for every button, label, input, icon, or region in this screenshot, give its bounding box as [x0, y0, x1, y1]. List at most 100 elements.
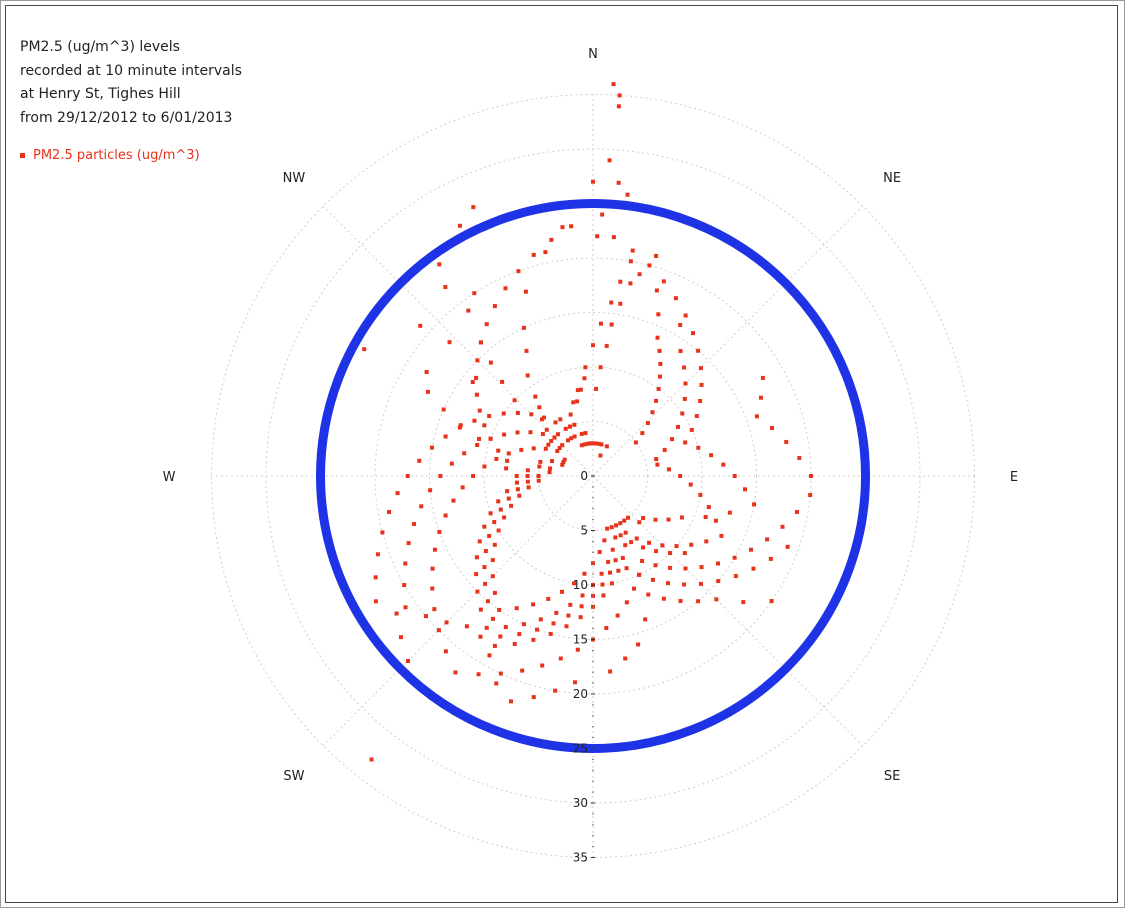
- data-point: [608, 669, 613, 674]
- data-point: [538, 459, 543, 464]
- data-point: [451, 498, 456, 503]
- data-point: [546, 596, 551, 601]
- radial-tick-label: 30: [573, 796, 588, 810]
- legend: PM2.5 particles (ug/m^3): [20, 148, 200, 163]
- data-point: [496, 448, 501, 453]
- data-point: [543, 446, 548, 451]
- data-point: [482, 464, 487, 469]
- data-point: [628, 259, 633, 264]
- data-point: [618, 301, 623, 306]
- radial-tick-label: 25: [573, 742, 588, 756]
- data-point: [492, 520, 497, 525]
- data-point: [498, 507, 503, 512]
- direction-label-se: SE: [884, 769, 900, 784]
- data-point: [531, 602, 536, 607]
- data-point: [634, 536, 639, 541]
- data-point: [733, 574, 738, 579]
- data-point: [646, 592, 651, 597]
- data-point: [609, 322, 614, 327]
- data-point: [609, 581, 614, 586]
- data-point: [424, 370, 429, 375]
- data-point: [653, 517, 658, 522]
- data-point: [561, 460, 566, 465]
- data-point: [516, 269, 521, 274]
- data-point: [488, 436, 493, 441]
- data-point: [478, 634, 483, 639]
- data-point: [494, 681, 499, 686]
- data-point: [457, 223, 462, 228]
- data-point: [647, 263, 652, 268]
- data-point: [655, 335, 660, 340]
- data-point: [636, 642, 641, 647]
- data-point: [703, 515, 708, 520]
- data-point: [682, 365, 687, 370]
- data-point: [458, 423, 463, 428]
- radial-tick-label: 35: [573, 851, 588, 865]
- data-point: [506, 496, 511, 501]
- data-point: [547, 470, 552, 475]
- data-point: [406, 541, 411, 546]
- data-point: [535, 627, 540, 632]
- data-point: [617, 93, 622, 98]
- data-point: [661, 596, 666, 601]
- radial-tick-label: 0: [580, 469, 588, 483]
- data-point: [668, 551, 673, 556]
- data-point: [655, 462, 660, 467]
- data-point: [654, 253, 659, 258]
- data-point: [670, 437, 675, 442]
- data-point: [477, 539, 482, 544]
- data-point: [583, 431, 588, 436]
- data-point: [741, 600, 746, 605]
- radial-tick-label: 20: [573, 687, 588, 701]
- data-point: [492, 643, 497, 648]
- data-point: [568, 412, 573, 417]
- data-point: [630, 248, 635, 253]
- data-point: [482, 423, 487, 428]
- data-point: [487, 414, 492, 419]
- data-point: [616, 568, 621, 573]
- data-point: [696, 348, 701, 353]
- data-point: [492, 304, 497, 309]
- data-point: [609, 525, 614, 530]
- data-point: [683, 440, 688, 445]
- data-point: [713, 518, 718, 523]
- data-point: [550, 459, 555, 464]
- grid-spoke: [322, 205, 594, 477]
- data-point: [597, 550, 602, 555]
- data-point: [508, 699, 513, 704]
- data-point: [698, 398, 703, 403]
- data-point: [523, 289, 528, 294]
- data-point: [474, 392, 479, 397]
- data-point: [765, 537, 770, 542]
- data-point: [637, 520, 642, 525]
- data-point: [618, 533, 623, 538]
- data-point: [699, 565, 704, 570]
- data-point: [571, 400, 576, 405]
- data-point: [616, 104, 621, 109]
- data-point: [698, 366, 703, 371]
- data-point: [714, 597, 719, 602]
- data-point: [604, 626, 609, 631]
- data-point: [637, 572, 642, 577]
- data-point: [751, 566, 756, 571]
- data-point: [678, 474, 683, 478]
- data-point: [604, 444, 609, 449]
- data-point: [632, 586, 637, 591]
- data-point: [591, 343, 595, 348]
- direction-label-nw: NW: [283, 171, 306, 186]
- data-point: [462, 451, 467, 456]
- data-point: [682, 582, 687, 587]
- data-point: [575, 647, 580, 652]
- data-point: [727, 510, 732, 515]
- data-point: [549, 237, 554, 242]
- data-point: [562, 457, 567, 462]
- data-point: [471, 474, 476, 478]
- data-point: [531, 695, 536, 700]
- data-point: [394, 611, 399, 616]
- data-point: [600, 212, 605, 217]
- data-point: [675, 424, 680, 429]
- data-point: [515, 487, 520, 492]
- data-point: [373, 575, 378, 580]
- data-point: [674, 544, 679, 549]
- data-point: [608, 570, 613, 575]
